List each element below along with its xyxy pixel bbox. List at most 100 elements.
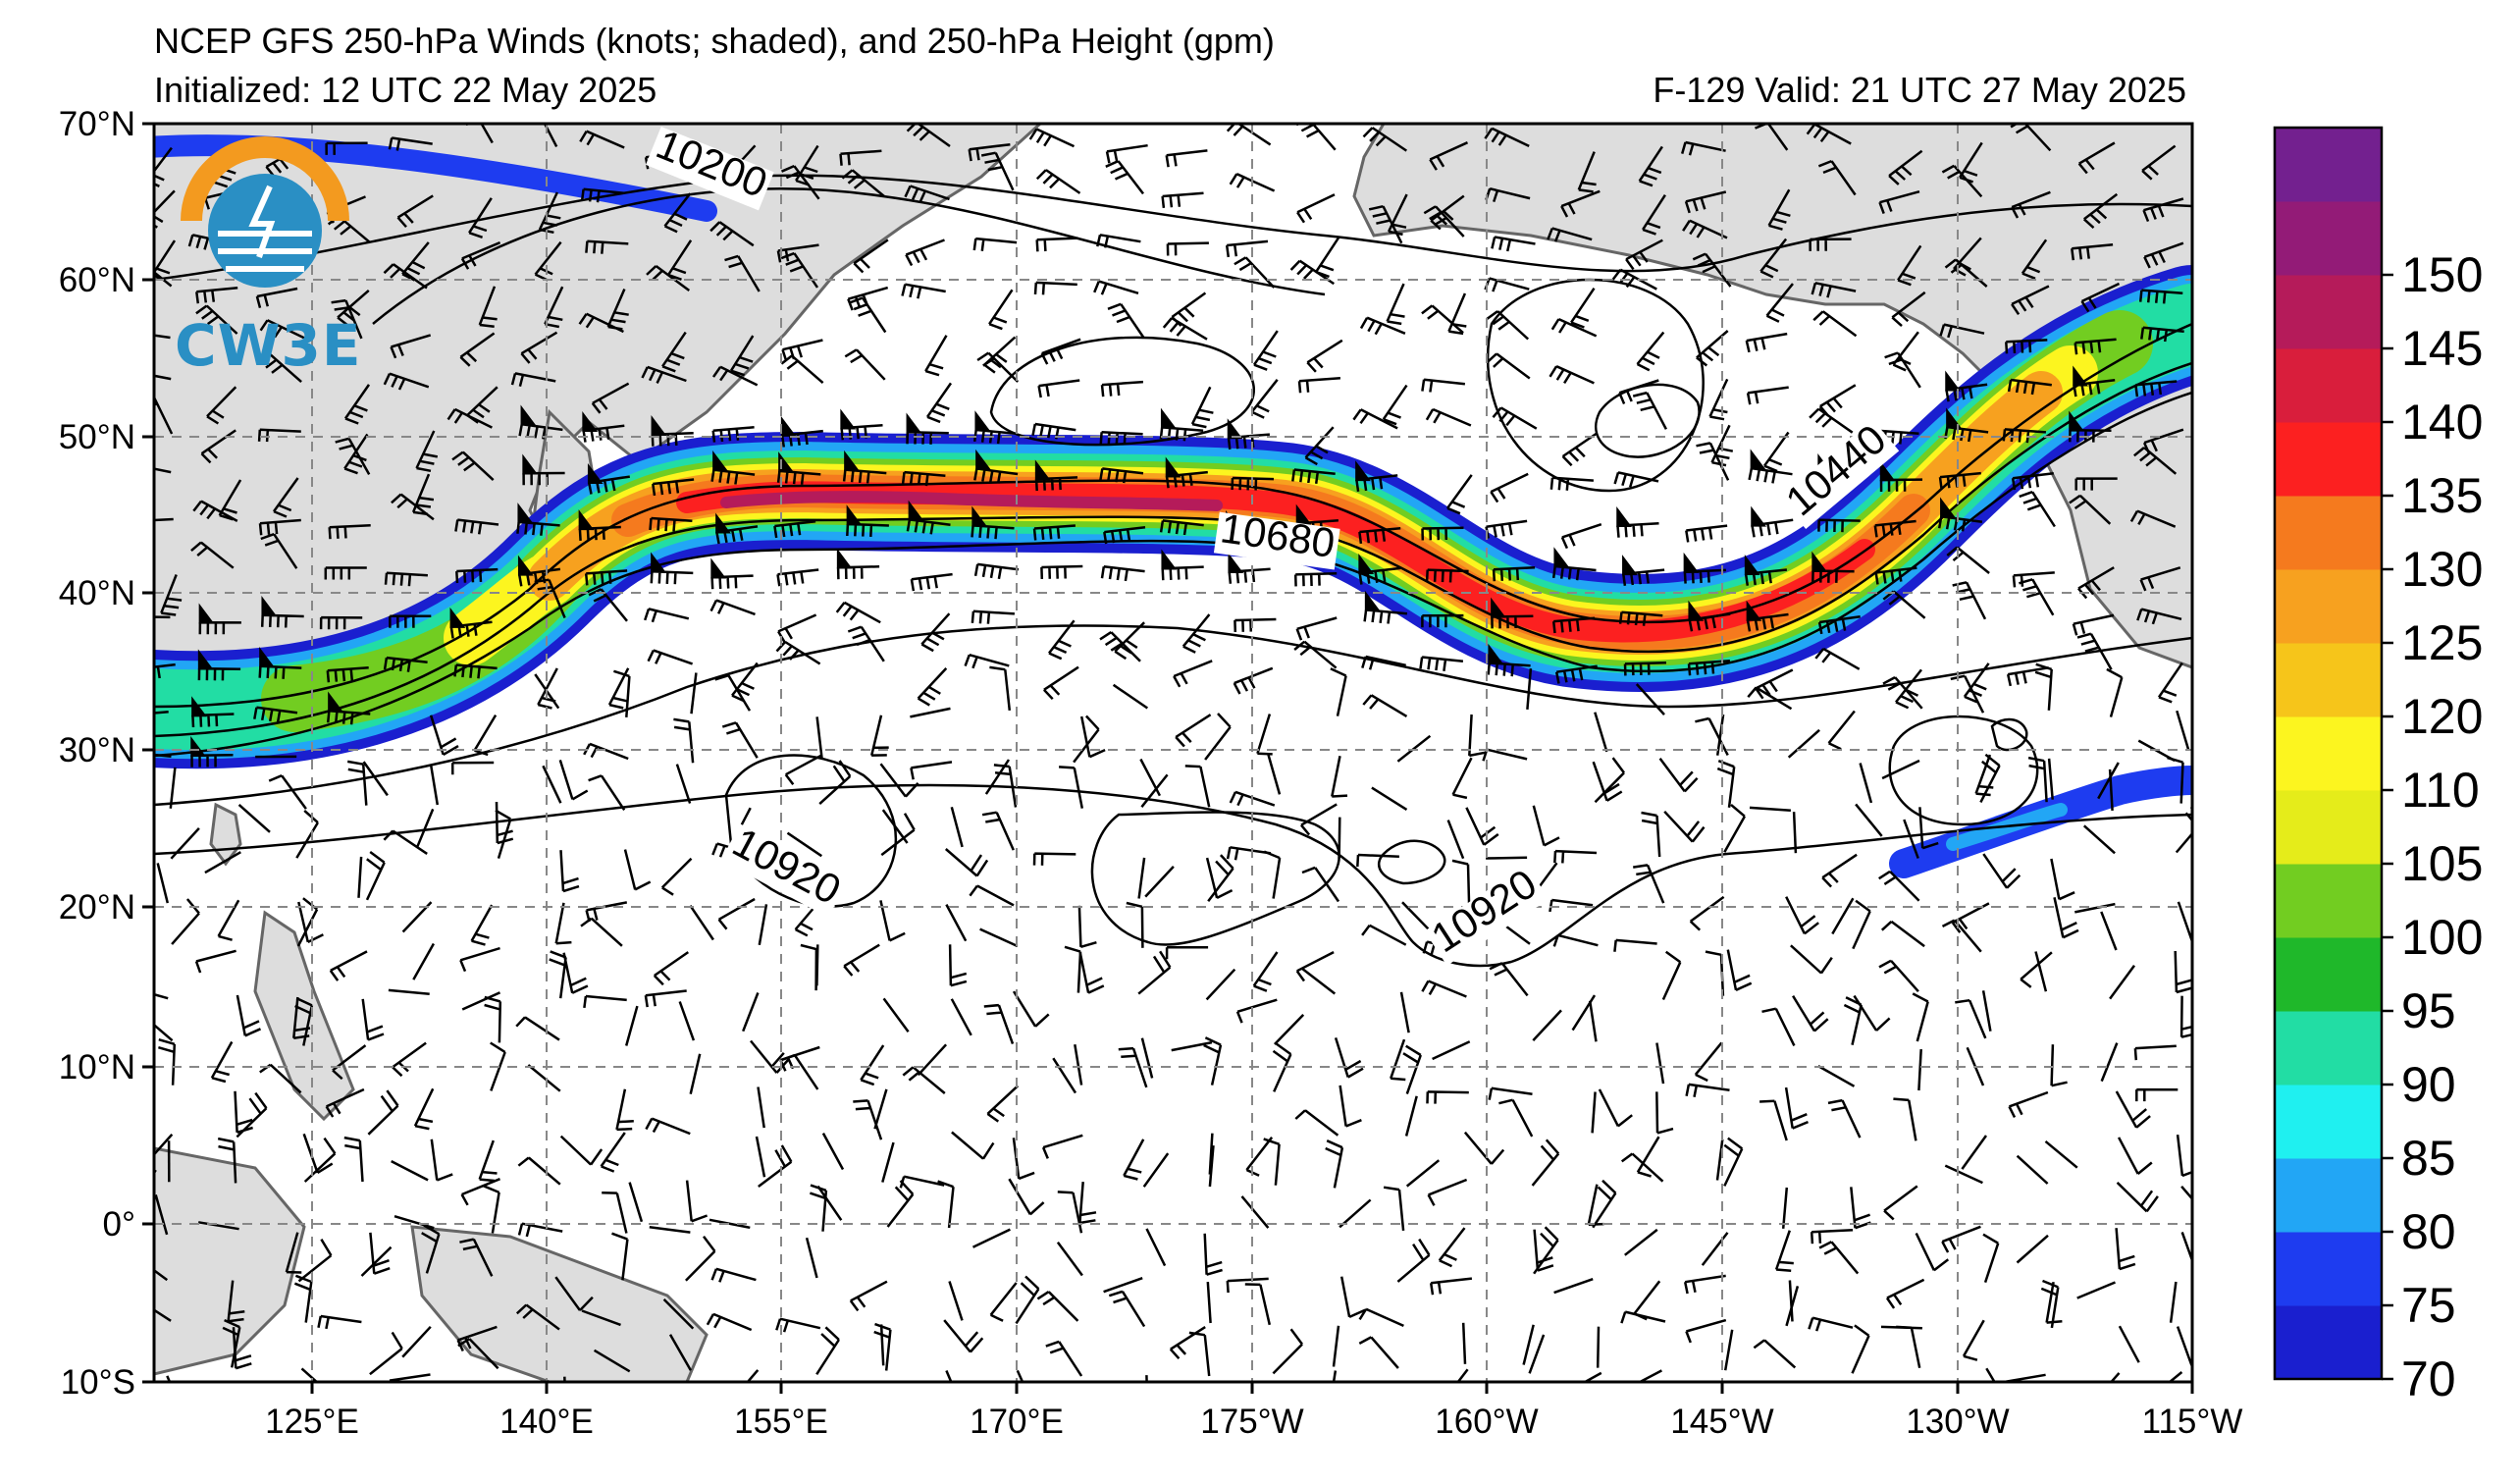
- wind-barb: [1252, 951, 1279, 992]
- wind-barb: [901, 470, 946, 487]
- wind-barb: [1695, 716, 1729, 756]
- wind-barb: [1814, 647, 1861, 670]
- wind-barb: [326, 666, 369, 683]
- wind-barb: [2045, 1281, 2063, 1324]
- wind-barb-flag: [715, 512, 731, 534]
- wind-barb: [583, 994, 627, 1009]
- wind-barb: [624, 1005, 639, 1046]
- wind-barb: [516, 520, 560, 536]
- wind-barb: [1759, 1099, 1788, 1141]
- wind-barb: [515, 1303, 560, 1331]
- wind-barb: [1531, 1139, 1560, 1187]
- wind-barb: [757, 1086, 765, 1129]
- wind-barb: [882, 997, 910, 1033]
- wind-barb: [2179, 995, 2192, 1038]
- wind-barb: [1533, 1226, 1559, 1275]
- colorbar-block: [2275, 1085, 2382, 1159]
- wind-barb: [1204, 713, 1232, 761]
- wind-barb: [1781, 1187, 1789, 1229]
- wind-barb: [948, 944, 968, 987]
- wind-barb: [1162, 317, 1208, 341]
- wind-barb: [1432, 1040, 1471, 1061]
- wind-barb: [1881, 759, 1920, 780]
- wind-barb: [844, 348, 886, 381]
- wind-barb: [1560, 189, 1601, 218]
- axis-ticks: [142, 122, 2194, 1394]
- wind-barb: [1272, 1042, 1292, 1092]
- wind-barb: [1386, 283, 1405, 326]
- wind-barb: [1985, 1367, 1996, 1382]
- wind-barb: [222, 1318, 241, 1368]
- wind-barb: [1355, 474, 1398, 492]
- wind-barb: [860, 1044, 885, 1086]
- wind-barb: [1806, 124, 1852, 145]
- wind-barb: [1827, 710, 1856, 751]
- wind-barb: [869, 715, 889, 757]
- wind-barb: [1685, 1083, 1730, 1098]
- wind-barb: [1064, 945, 1082, 993]
- wind-barb-flag: [522, 453, 539, 475]
- wind-barb: [268, 774, 307, 810]
- wind-barb: [1853, 994, 1891, 1032]
- wind-barb: [383, 372, 430, 391]
- wind-barb: [578, 312, 624, 334]
- wind-barb: [1332, 1325, 1340, 1367]
- wind-barb: [1306, 339, 1343, 373]
- wind-barb: [661, 331, 687, 373]
- wind-barb: [1855, 803, 1883, 837]
- wind-barb: [1903, 819, 1919, 859]
- wind-barb-flag: [328, 691, 343, 713]
- wind-barb: [2011, 285, 2050, 315]
- wind-barb: [580, 917, 623, 947]
- wind-barb: [343, 384, 371, 425]
- wind-barb: [2133, 447, 2178, 475]
- wind-barb-flag: [840, 408, 857, 430]
- lon-label: 160°W: [1435, 1403, 1538, 1441]
- wind-barb: [1941, 164, 1983, 198]
- wind-barb: [1078, 1182, 1097, 1225]
- wind-barb: [879, 763, 919, 798]
- colorbar-label: 120: [2401, 689, 2483, 744]
- wind-barb: [1723, 1329, 1734, 1371]
- wind-barb: [1073, 715, 1100, 764]
- wind-barb: [198, 620, 241, 635]
- wind-barb: [388, 988, 430, 996]
- wind-barb: [1598, 1088, 1633, 1128]
- wind-barb: [950, 998, 972, 1036]
- wind-barb: [2134, 380, 2178, 397]
- wind-barb: [1755, 668, 1794, 700]
- wind-barb: [662, 1298, 695, 1330]
- wind-barb: [981, 811, 1015, 851]
- wind-barb: [758, 904, 768, 946]
- wind-barb: [1827, 1098, 1862, 1139]
- wind-barb: [925, 382, 953, 424]
- colorbar-labels: 70 75 80 85 90 95 100 105 110 120 125 130 135 140 145 1…: [2382, 247, 2483, 1406]
- wind-barb: [1761, 1007, 1796, 1046]
- wind-barb: [1661, 950, 1682, 1001]
- wind-barb: [983, 1003, 1015, 1045]
- wind-barb: [1274, 1014, 1305, 1045]
- wind-barb: [815, 716, 823, 759]
- wind-barb: [1105, 143, 1148, 164]
- wind-barb: [1234, 617, 1277, 633]
- wind-barb: [1059, 766, 1084, 809]
- wind-barb: [154, 1268, 169, 1282]
- wind-barb: [668, 1334, 692, 1371]
- wind-barb: [1746, 612, 1789, 632]
- wind-barb: [663, 192, 692, 234]
- valid-time: F-129 Valid: 21 UTC 27 May 2025: [1653, 70, 2186, 110]
- wind-barb: [1683, 1274, 1726, 1295]
- wind-barb: [2069, 494, 2112, 525]
- wind-barb: [1382, 384, 1408, 426]
- wind-barb: [1461, 1322, 1467, 1364]
- wind-barb-flag: [1879, 460, 1896, 482]
- colorbar-label: 150: [2401, 247, 2483, 302]
- wind-barb: [454, 518, 499, 535]
- wind-barb: [647, 649, 694, 665]
- wind-barb: [325, 1087, 365, 1118]
- wind-barb-flag: [1750, 449, 1766, 470]
- wind-barb: [1048, 619, 1076, 661]
- wind-barb: [1938, 471, 1981, 490]
- wind-barb-flag: [651, 414, 667, 436]
- wind-barb: [1613, 471, 1659, 488]
